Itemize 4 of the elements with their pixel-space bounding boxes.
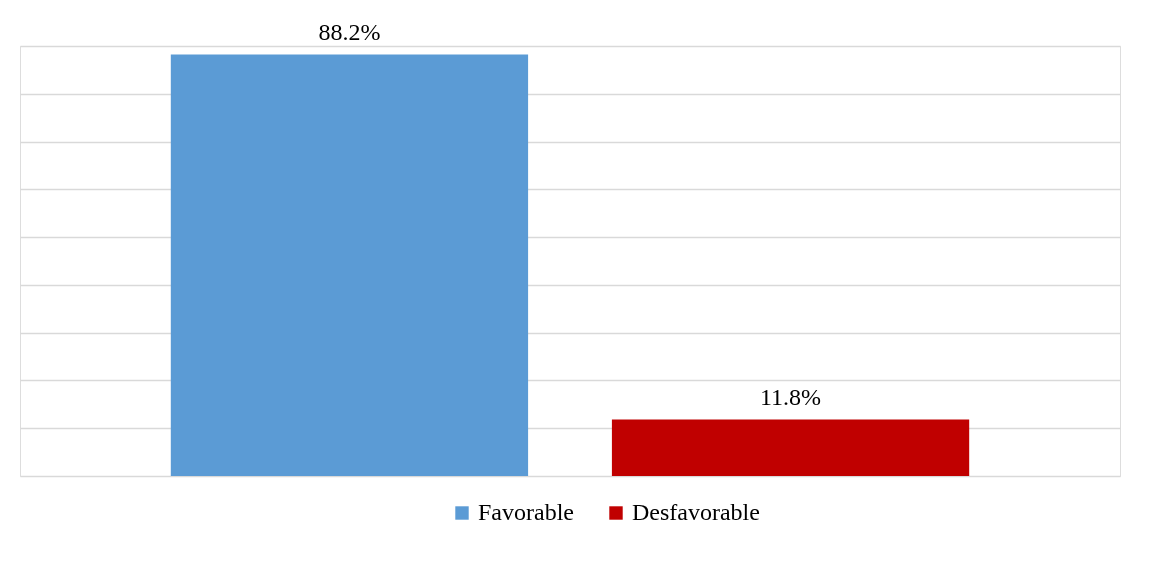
data-label: 88.2% <box>318 18 381 45</box>
legend-label: Favorable <box>478 499 574 525</box>
legend-label: Desfavorable <box>632 499 760 525</box>
data-label: 11.8% <box>759 383 822 410</box>
